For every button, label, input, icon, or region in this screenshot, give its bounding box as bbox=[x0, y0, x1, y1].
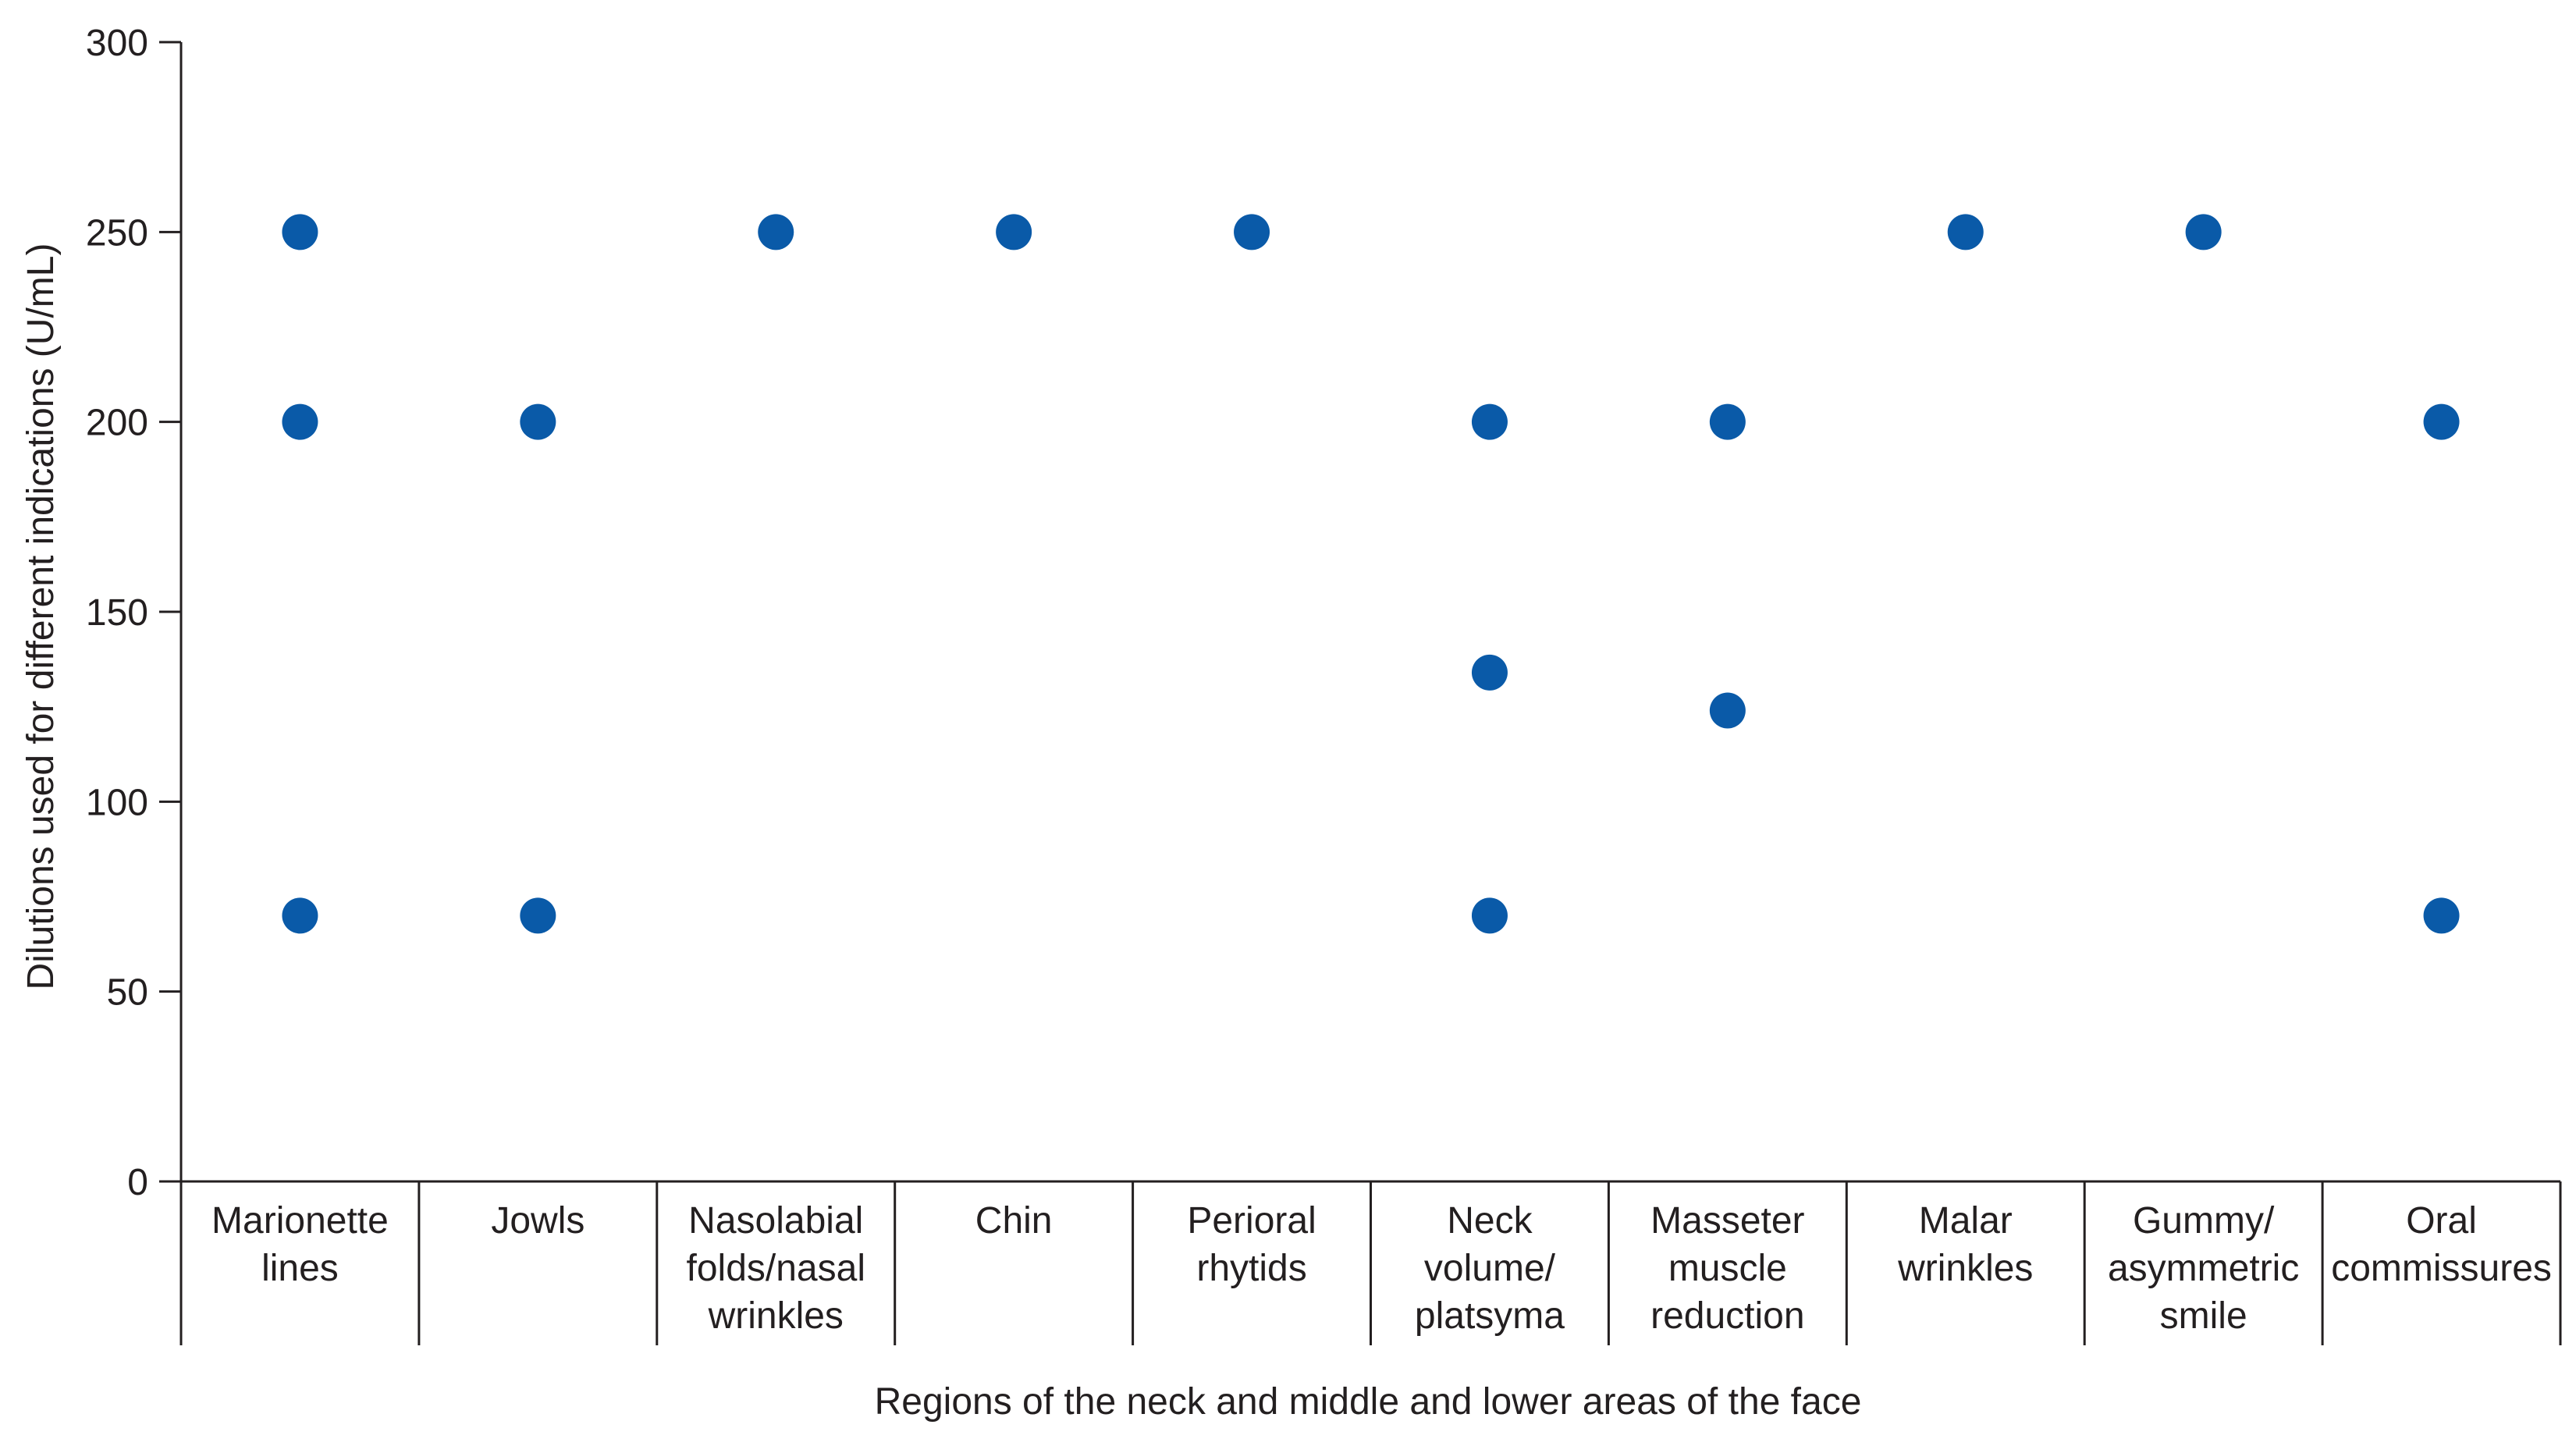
x-category-label: Oral commissures bbox=[2331, 1200, 2552, 1289]
axes bbox=[179, 42, 2560, 1183]
y-axis-title: Dilutions used for different indications… bbox=[20, 243, 62, 990]
x-category-label: Jowls bbox=[491, 1200, 584, 1242]
data-point bbox=[282, 214, 318, 250]
data-points bbox=[282, 214, 2460, 934]
x-category-label: Perioral rhytids bbox=[1187, 1200, 1316, 1289]
y-tick-label: 0 bbox=[127, 1162, 148, 1203]
x-category-label: Nasolabial folds/nasal wrinkles bbox=[687, 1200, 865, 1337]
x-category-label: Masseter muscle reduction bbox=[1650, 1200, 1804, 1337]
x-category-label: Gummy/asymmetric smile bbox=[2108, 1200, 2299, 1337]
data-point bbox=[1471, 654, 1508, 691]
data-point bbox=[520, 403, 556, 440]
data-point bbox=[520, 897, 556, 934]
y-tick-label: 150 bbox=[86, 592, 148, 634]
y-tick-label: 100 bbox=[86, 782, 148, 823]
data-point bbox=[282, 897, 318, 934]
x-axis-title: Regions of the neck and middle and lower… bbox=[875, 1381, 1862, 1423]
y-tick-label: 250 bbox=[86, 212, 148, 254]
y-tick-label: 200 bbox=[86, 403, 148, 444]
x-categories: Marionette lines Jowls Nasolabial folds/nasa… bbox=[179, 1181, 2562, 1345]
y-tick-label: 50 bbox=[107, 972, 148, 1014]
x-category-label: Marionette lines bbox=[211, 1200, 389, 1289]
x-category-label: Chin bbox=[975, 1200, 1053, 1242]
data-point bbox=[2423, 897, 2460, 934]
data-point bbox=[1947, 214, 1984, 250]
data-point bbox=[1471, 403, 1508, 440]
y-tick-label: 300 bbox=[86, 23, 148, 64]
data-point bbox=[996, 214, 1032, 250]
x-category-label: Malar wrinkles bbox=[1897, 1200, 2033, 1289]
y-ticks: 0 50 100 150 200 250 300 bbox=[86, 23, 181, 1203]
data-point bbox=[1709, 403, 1746, 440]
data-point bbox=[2185, 214, 2222, 250]
data-point bbox=[282, 403, 318, 440]
data-point bbox=[2423, 403, 2460, 440]
x-category-label: Neck volume/platsyma bbox=[1415, 1200, 1565, 1337]
data-point bbox=[1234, 214, 1270, 250]
data-point bbox=[758, 214, 794, 250]
data-point bbox=[1709, 692, 1746, 729]
data-point bbox=[1471, 897, 1508, 934]
